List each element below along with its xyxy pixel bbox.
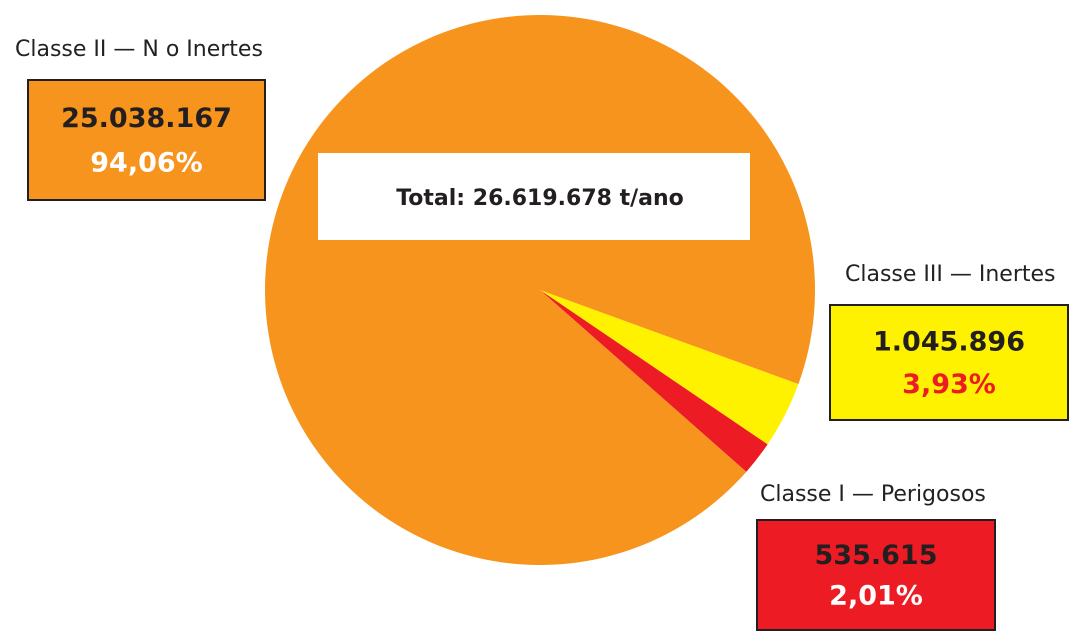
percent-label: 94,06% bbox=[90, 148, 202, 179]
percent-label: 3,93% bbox=[902, 369, 996, 400]
legend-label: Classe II — N o Inertes bbox=[15, 37, 263, 62]
label-box bbox=[27, 79, 266, 201]
label-box bbox=[829, 304, 1069, 421]
pie-slice bbox=[540, 290, 799, 445]
total-label: Total: 26.619.678 t/ano bbox=[396, 186, 684, 211]
value-label: 1.045.896 bbox=[873, 326, 1025, 357]
legend-label: Classe I — Perigosos bbox=[760, 482, 986, 507]
total-box bbox=[318, 153, 750, 240]
pie-slice bbox=[264, 15, 815, 566]
value-label: 25.038.167 bbox=[61, 103, 232, 134]
legend-label: Classe III — Inertes bbox=[845, 262, 1056, 287]
label-box bbox=[756, 519, 996, 631]
value-label: 535.615 bbox=[815, 540, 938, 571]
pie-slice bbox=[540, 290, 768, 472]
pie bbox=[264, 15, 815, 566]
percent-label: 2,01% bbox=[829, 581, 923, 612]
